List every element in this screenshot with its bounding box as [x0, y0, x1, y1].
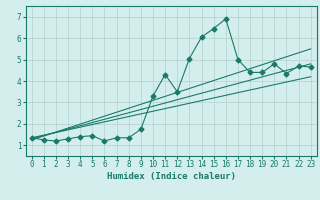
X-axis label: Humidex (Indice chaleur): Humidex (Indice chaleur): [107, 172, 236, 181]
